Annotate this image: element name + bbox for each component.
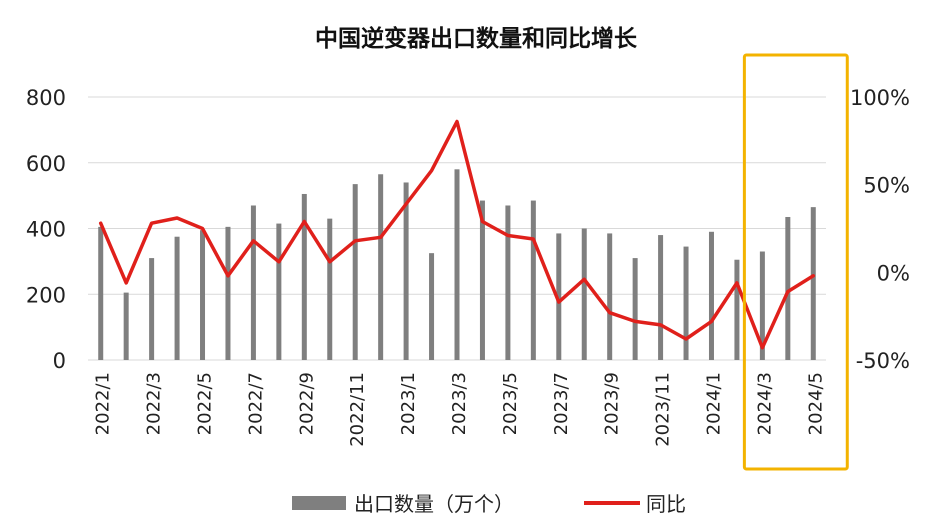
left-tick-label: 0	[53, 349, 66, 373]
x-tick-label: 2024/5	[805, 372, 826, 435]
x-tick-label: 2023/11	[653, 372, 674, 447]
x-tick-label: 2022/3	[144, 372, 165, 435]
x-tick-label: 2022/5	[195, 372, 216, 435]
right-tick-label: 50%	[863, 174, 910, 198]
bar	[302, 194, 307, 360]
x-tick-label: 2023/7	[551, 372, 572, 435]
x-tick-label: 2023/3	[449, 372, 470, 435]
bar	[200, 230, 205, 360]
legend-line-label: 同比	[646, 492, 686, 516]
legend-bar-label: 出口数量（万个）	[354, 492, 514, 516]
bar	[124, 293, 129, 360]
bar	[531, 201, 536, 360]
x-tick-label: 2024/1	[703, 372, 724, 435]
x-tick-label: 2024/3	[754, 372, 775, 435]
bar	[378, 174, 383, 360]
bar	[225, 227, 230, 360]
bar	[276, 224, 281, 360]
right-tick-label: -50%	[856, 349, 910, 373]
bar	[582, 229, 587, 361]
bar	[684, 247, 689, 360]
bar	[149, 258, 154, 360]
bar	[811, 207, 816, 360]
x-tick-label: 2023/5	[500, 372, 521, 435]
x-tick-label: 2023/1	[398, 372, 419, 435]
bar	[327, 219, 332, 360]
left-tick-label: 200	[26, 283, 66, 307]
x-tick-label: 2022/11	[347, 372, 368, 447]
bar	[505, 205, 510, 360]
bar	[734, 260, 739, 360]
bar	[633, 258, 638, 360]
chart-title: 中国逆变器出口数量和同比增长	[315, 25, 638, 52]
bar	[455, 169, 460, 360]
legend-bar-swatch	[292, 496, 346, 510]
bar	[429, 253, 434, 360]
right-tick-label: 0%	[877, 261, 910, 285]
bar	[175, 237, 180, 360]
x-tick-label: 2022/7	[245, 372, 266, 435]
x-tick-label: 2022/9	[296, 372, 317, 435]
bar	[658, 235, 663, 360]
legend: 出口数量（万个） 同比	[292, 492, 686, 516]
bar	[607, 233, 612, 360]
right-axis: -50% 0% 50% 100%	[850, 86, 910, 373]
x-axis: 2022/1 2022/3 2022/5 2022/7 2022/9 2022/11 202…	[93, 372, 827, 447]
left-tick-label: 800	[26, 86, 66, 110]
x-tick-label: 2023/9	[602, 372, 623, 435]
bar	[353, 184, 358, 360]
bar	[98, 227, 103, 360]
left-axis: 0 200 400 600 800	[26, 86, 66, 373]
bar-series	[98, 169, 816, 360]
left-tick-label: 600	[26, 152, 66, 176]
left-tick-label: 400	[26, 218, 66, 242]
right-tick-label: 100%	[850, 86, 910, 110]
bar	[251, 205, 256, 360]
x-tick-label: 2022/1	[93, 372, 114, 435]
bar	[709, 232, 714, 360]
